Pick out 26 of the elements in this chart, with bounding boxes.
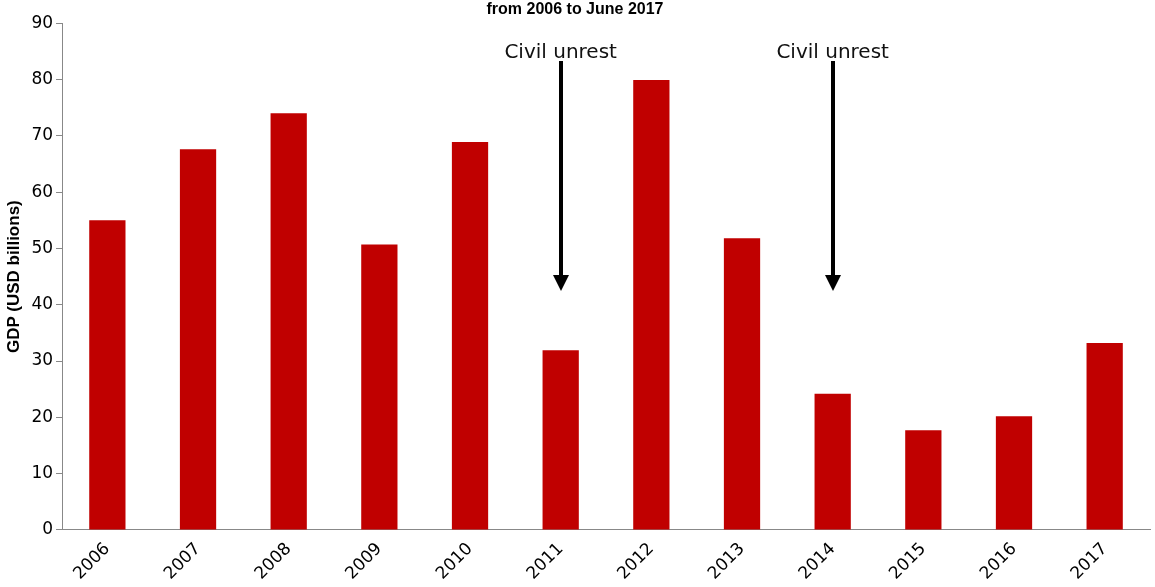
y-tick-label: 80 [31, 67, 54, 88]
bar [451, 142, 489, 530]
annotation: Civil unrest [504, 39, 617, 64]
y-tick-label: 40 [31, 293, 54, 314]
y-tick-label: 20 [31, 405, 54, 426]
bar [633, 80, 670, 530]
bar [995, 416, 1033, 530]
annotation: Civil unrest [776, 39, 889, 64]
bar [814, 393, 851, 530]
bar [723, 238, 761, 530]
bar [270, 113, 307, 530]
y-tick-label: 50 [31, 236, 54, 257]
y-tick-label: 0 [42, 518, 54, 539]
bar [905, 430, 942, 530]
y-axis-title: GDP (USD billions) [3, 200, 23, 353]
bar [1086, 343, 1123, 530]
y-tick-label: 10 [31, 462, 54, 483]
bar [179, 149, 217, 530]
y-tick-label: 90 [31, 11, 54, 32]
y-tick-label: 60 [31, 180, 54, 201]
bar [542, 350, 579, 530]
y-tick-label: 30 [31, 349, 54, 370]
bar [89, 220, 126, 530]
bar [361, 244, 398, 530]
chart-title: from 2006 to June 2017 [486, 0, 664, 18]
y-tick-label: 70 [31, 124, 54, 145]
